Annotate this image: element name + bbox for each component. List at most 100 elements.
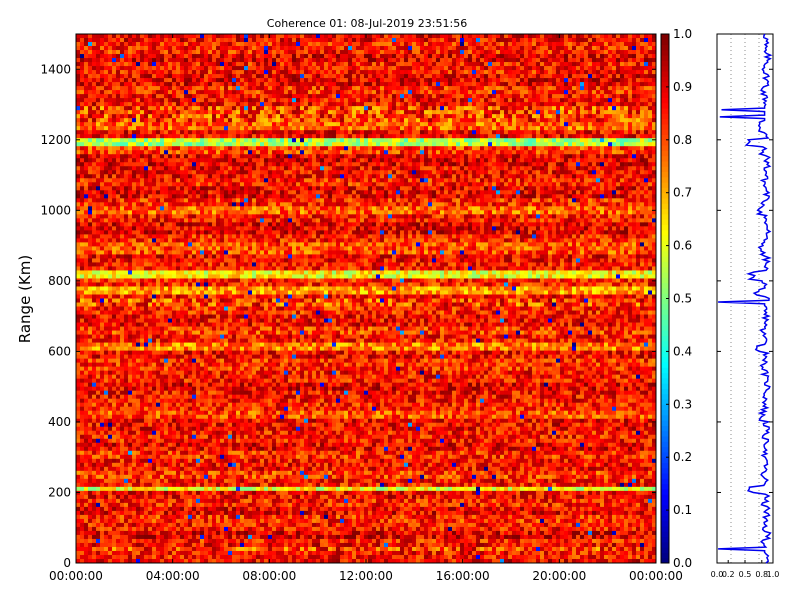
heatmap-cell bbox=[612, 74, 616, 78]
heatmap-cell bbox=[580, 58, 584, 62]
heatmap-cell bbox=[220, 50, 224, 54]
heatmap-cell bbox=[100, 66, 104, 70]
heatmap-cell bbox=[116, 46, 120, 50]
heatmap-cell bbox=[320, 46, 324, 50]
heatmap-cell bbox=[164, 74, 168, 78]
heatmap-cell bbox=[376, 54, 380, 58]
heatmap-cell bbox=[80, 38, 84, 42]
heatmap-cell bbox=[140, 74, 144, 78]
heatmap-cell bbox=[356, 70, 360, 74]
heatmap-cell bbox=[456, 62, 460, 66]
heatmap-cell bbox=[128, 42, 132, 46]
heatmap-cell bbox=[516, 66, 520, 70]
heatmap-cell bbox=[140, 70, 144, 74]
heatmap-cell bbox=[84, 78, 88, 82]
heatmap-cell bbox=[556, 38, 560, 42]
heatmap-cell bbox=[488, 58, 492, 62]
heatmap-cell bbox=[96, 46, 100, 50]
heatmap-cell bbox=[548, 34, 552, 38]
heatmap-cell bbox=[252, 66, 256, 70]
heatmap-cell bbox=[272, 50, 276, 54]
heatmap-cell bbox=[584, 70, 588, 74]
heatmap-cell bbox=[320, 34, 324, 38]
heatmap-cell bbox=[132, 66, 136, 70]
heatmap-cell bbox=[376, 38, 380, 42]
heatmap-cell bbox=[348, 74, 352, 78]
heatmap-cell bbox=[136, 58, 140, 62]
heatmap-cell bbox=[604, 66, 608, 70]
heatmap-cell bbox=[316, 70, 320, 74]
heatmap-cell bbox=[96, 34, 100, 38]
heatmap-cell bbox=[84, 62, 88, 66]
heatmap-cell bbox=[564, 50, 568, 54]
heatmap-cell bbox=[136, 46, 140, 50]
heatmap-cell bbox=[648, 62, 652, 66]
heatmap-cell bbox=[480, 38, 484, 42]
heatmap-cell bbox=[500, 38, 504, 42]
heatmap-cell bbox=[540, 66, 544, 70]
heatmap-cell bbox=[440, 34, 444, 38]
heatmap-cell bbox=[268, 38, 272, 42]
heatmap-cell bbox=[492, 70, 496, 74]
heatmap-cell bbox=[196, 42, 200, 46]
heatmap-cell bbox=[464, 42, 468, 46]
heatmap-cell bbox=[496, 74, 500, 78]
heatmap-cell bbox=[212, 74, 216, 78]
heatmap-cell bbox=[500, 62, 504, 66]
heatmap-cell bbox=[412, 54, 416, 58]
heatmap-cell bbox=[404, 54, 408, 58]
heatmap-cell bbox=[376, 58, 380, 62]
heatmap-cell bbox=[568, 74, 572, 78]
heatmap-cell bbox=[576, 58, 580, 62]
heatmap-cell bbox=[100, 50, 104, 54]
heatmap-cell bbox=[156, 78, 160, 82]
heatmap-cell bbox=[500, 42, 504, 46]
heatmap-cell bbox=[244, 74, 248, 78]
heatmap-cell bbox=[480, 50, 484, 54]
heatmap-cell bbox=[144, 78, 148, 82]
heatmap-cell bbox=[540, 70, 544, 74]
heatmap-cell bbox=[564, 70, 568, 74]
heatmap-cell bbox=[196, 62, 200, 66]
heatmap-cell bbox=[448, 42, 452, 46]
heatmap-cell bbox=[288, 74, 292, 78]
heatmap-cell bbox=[148, 54, 152, 58]
heatmap-cell bbox=[436, 58, 440, 62]
heatmap-cell bbox=[204, 74, 208, 78]
heatmap-cell bbox=[204, 42, 208, 46]
heatmap-cell bbox=[392, 34, 396, 38]
heatmap-cell bbox=[284, 34, 288, 38]
heatmap-cell bbox=[308, 62, 312, 66]
heatmap-cell bbox=[76, 34, 80, 38]
heatmap-cell bbox=[544, 42, 548, 46]
heatmap-cell bbox=[156, 38, 160, 42]
heatmap-cell bbox=[412, 74, 416, 78]
heatmap-cell bbox=[156, 70, 160, 74]
heatmap-cell bbox=[648, 70, 652, 74]
heatmap-cell bbox=[300, 74, 304, 78]
heatmap-cell bbox=[612, 34, 616, 38]
heatmap-cell bbox=[336, 58, 340, 62]
heatmap-cell bbox=[168, 58, 172, 62]
heatmap-cell bbox=[404, 50, 408, 54]
heatmap-cell bbox=[384, 50, 388, 54]
heatmap-cell bbox=[572, 62, 576, 66]
heatmap-cell bbox=[616, 50, 620, 54]
heatmap-cell bbox=[92, 34, 96, 38]
heatmap-cell bbox=[88, 42, 92, 46]
heatmap-cell bbox=[124, 50, 128, 54]
heatmap-cell bbox=[104, 42, 108, 46]
heatmap-cell bbox=[396, 54, 400, 58]
heatmap-cell bbox=[352, 58, 356, 62]
heatmap-cell bbox=[592, 42, 596, 46]
heatmap-cell bbox=[180, 74, 184, 78]
heatmap-cell bbox=[256, 46, 260, 50]
heatmap-cell bbox=[192, 66, 196, 70]
heatmap-cell bbox=[204, 54, 208, 58]
heatmap-cell bbox=[596, 74, 600, 78]
heatmap-cell bbox=[292, 58, 296, 62]
heatmap-cell bbox=[596, 58, 600, 62]
heatmap-cell bbox=[156, 46, 160, 50]
heatmap-cell bbox=[476, 46, 480, 50]
heatmap-cell bbox=[620, 42, 624, 46]
